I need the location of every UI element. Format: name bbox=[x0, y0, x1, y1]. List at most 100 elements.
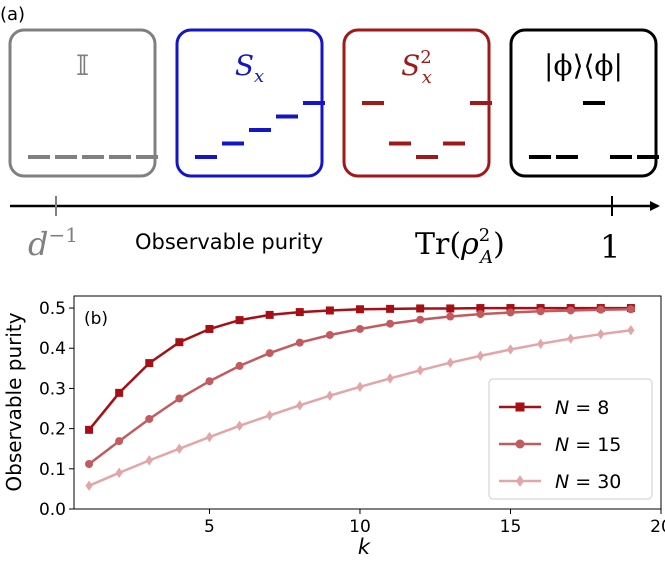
legend-entry-1: N = 8 bbox=[499, 397, 609, 419]
data-point bbox=[476, 310, 485, 319]
plot-frame bbox=[73, 295, 662, 510]
data-point bbox=[85, 480, 93, 491]
series-group bbox=[85, 304, 635, 491]
panel-a-label: (a) bbox=[0, 4, 25, 25]
data-point bbox=[175, 394, 184, 403]
legend-label: N = 8 bbox=[555, 397, 609, 419]
data-point bbox=[265, 310, 274, 319]
box-symbol: Sx bbox=[235, 49, 264, 87]
panel-a: (a) 𝕀 Sx S2 x |ϕ⟩⟨ϕ| d−1 Observable purity T… bbox=[0, 4, 660, 268]
legend-entry-2: N = 15 bbox=[499, 434, 621, 456]
legend-label: N = 30 bbox=[555, 471, 621, 493]
series-2 bbox=[85, 305, 635, 468]
axis-right-value: 1 bbox=[600, 228, 620, 266]
data-point bbox=[205, 431, 214, 443]
panel-b-label: (b) bbox=[84, 309, 108, 329]
y-tick-label: 0.2 bbox=[39, 420, 66, 440]
y-axis-label: Observable purity bbox=[2, 312, 26, 491]
legend-label: N = 15 bbox=[555, 434, 621, 456]
spectrum-boxes: 𝕀 Sx S2 x |ϕ⟩⟨ϕ| bbox=[8, 28, 659, 178]
legend-entry-3: N = 30 bbox=[499, 471, 621, 493]
legend: N = 8 N = 15 N = 30 bbox=[488, 378, 653, 500]
data-point bbox=[295, 338, 304, 347]
data-point bbox=[476, 304, 485, 313]
x-axis-label: k bbox=[358, 535, 371, 559]
data-point bbox=[115, 437, 124, 446]
data-point bbox=[446, 312, 455, 321]
data-point bbox=[295, 308, 304, 317]
data-point bbox=[145, 455, 153, 466]
y-ticks: 0.0 0.1 0.2 0.3 0.4 0.5 bbox=[39, 299, 74, 520]
data-point bbox=[265, 349, 274, 358]
y-tick-label: 0.5 bbox=[39, 299, 66, 319]
data-point bbox=[326, 390, 334, 401]
series-3 bbox=[85, 324, 635, 491]
data-point bbox=[506, 304, 515, 313]
data-point bbox=[85, 425, 94, 434]
y-tick-label: 0.0 bbox=[39, 500, 66, 520]
x-tick-label: 10 bbox=[349, 517, 371, 537]
data-point bbox=[596, 305, 605, 314]
data-point bbox=[416, 365, 424, 376]
x-tick-label: 20 bbox=[650, 517, 665, 537]
box-frame bbox=[8, 28, 157, 178]
data-point bbox=[115, 388, 124, 397]
x-tick-label: 15 bbox=[500, 517, 522, 537]
data-point bbox=[145, 359, 154, 368]
box-symbol: S2 x bbox=[401, 47, 432, 88]
y-tick-label: 0.4 bbox=[39, 339, 66, 359]
data-point bbox=[205, 324, 214, 333]
data-point bbox=[325, 306, 334, 315]
data-point bbox=[515, 475, 525, 487]
data-point bbox=[627, 324, 635, 336]
axis-formula: Tr(ρ2 A) bbox=[415, 225, 505, 268]
data-point bbox=[85, 459, 94, 468]
data-point bbox=[386, 373, 394, 384]
data-point bbox=[175, 338, 184, 347]
data-point bbox=[235, 361, 244, 370]
data-point bbox=[506, 344, 515, 355]
box-symbol: 𝕀 bbox=[76, 49, 89, 82]
axis-left-label: d−1 bbox=[28, 223, 78, 263]
data-point bbox=[416, 304, 425, 313]
y-tick-label: 0.3 bbox=[39, 379, 66, 399]
data-point bbox=[235, 420, 244, 432]
legend-box bbox=[488, 378, 653, 500]
box-1: 𝕀 bbox=[8, 28, 158, 178]
box-2: Sx bbox=[175, 28, 325, 178]
data-point bbox=[506, 308, 515, 317]
data-point bbox=[356, 381, 364, 393]
data-point bbox=[266, 410, 274, 421]
data-point bbox=[386, 304, 395, 313]
data-point bbox=[567, 333, 575, 344]
data-point bbox=[515, 402, 525, 412]
box-4: |ϕ⟩⟨ϕ| bbox=[509, 28, 659, 178]
box-3: S2 x bbox=[342, 28, 492, 178]
x-ticks: 5 10 15 20 bbox=[204, 509, 665, 537]
panel-b: 0.0 0.1 0.2 0.3 0.4 0.5 5 10 15 20 (b) k Observa… bbox=[2, 295, 665, 559]
data-point bbox=[626, 305, 635, 314]
data-point bbox=[446, 304, 455, 313]
y-tick-label: 0.1 bbox=[39, 460, 66, 480]
data-point bbox=[476, 350, 485, 362]
data-point bbox=[386, 319, 395, 328]
data-point bbox=[355, 324, 364, 333]
data-point bbox=[175, 443, 183, 454]
x-tick-label: 5 bbox=[204, 517, 215, 537]
box-frame bbox=[509, 28, 658, 178]
data-point bbox=[515, 439, 525, 449]
data-point bbox=[416, 315, 425, 324]
data-point bbox=[235, 316, 244, 325]
data-point bbox=[325, 330, 334, 339]
data-point bbox=[296, 400, 304, 411]
box-symbol: |ϕ⟩⟨ϕ| bbox=[544, 49, 623, 82]
data-point bbox=[446, 357, 454, 368]
data-point bbox=[115, 467, 123, 479]
data-point bbox=[205, 377, 214, 386]
data-point bbox=[597, 328, 605, 340]
data-point bbox=[536, 338, 545, 350]
data-point bbox=[536, 307, 545, 316]
data-point bbox=[145, 414, 154, 423]
data-point bbox=[355, 305, 364, 314]
